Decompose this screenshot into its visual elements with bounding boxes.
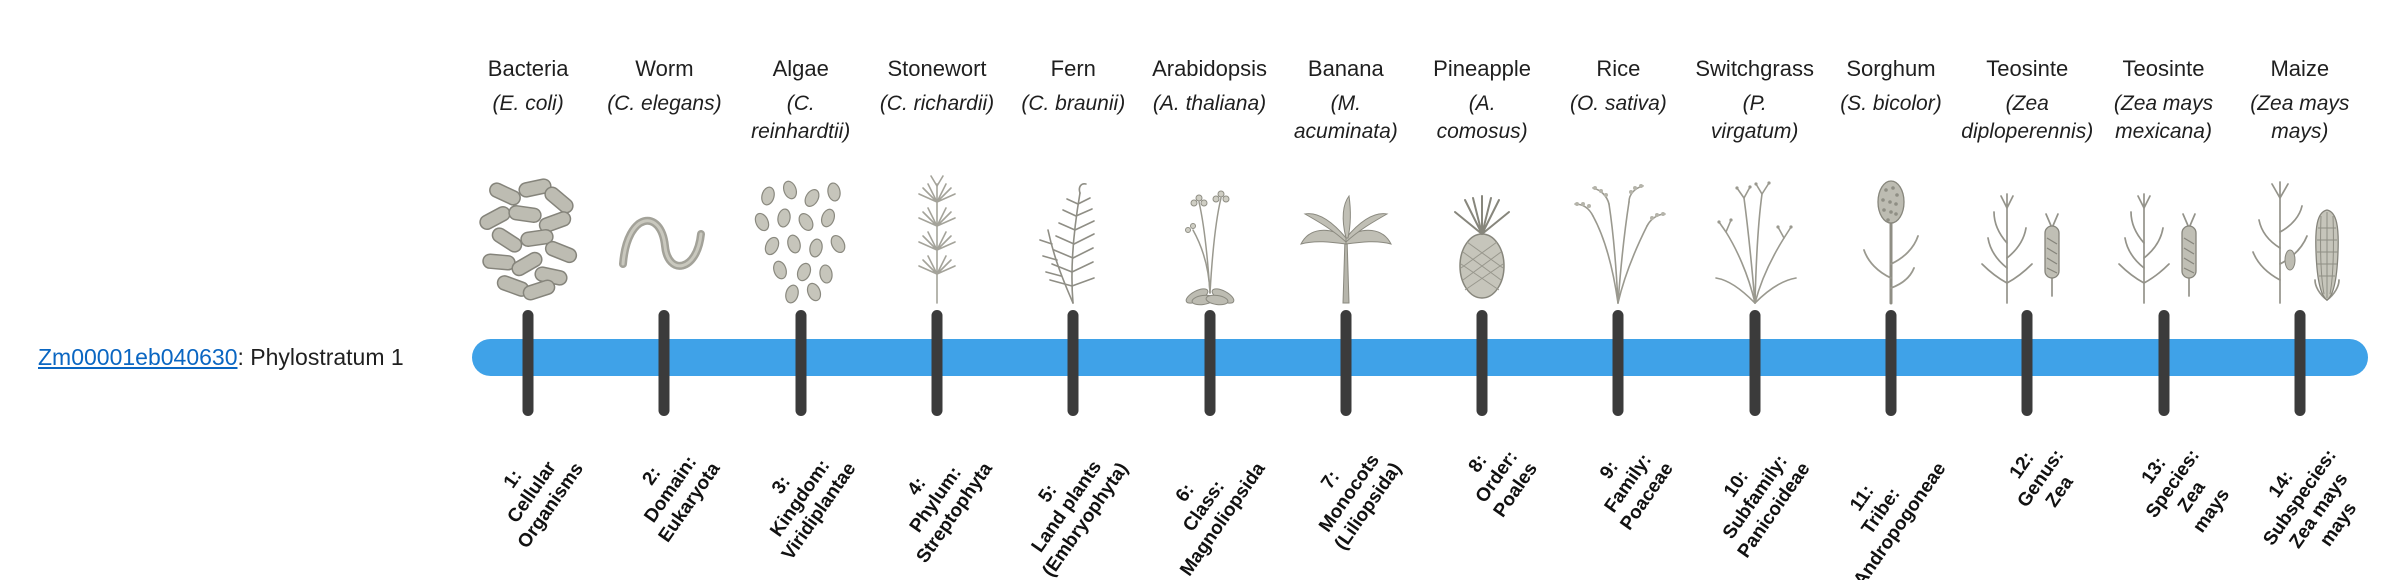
taxon-scientific-name: (Zea mays mexicana)	[2113, 92, 2214, 144]
timeline-tick	[2294, 310, 2306, 416]
phylostratum-stage-label: 14: Subspecies: Zea mays mays	[2259, 445, 2361, 553]
taxon-scientific-name: (Zea diploperennis)	[1961, 92, 2094, 144]
taxon-common-name: Bacteria	[487, 56, 569, 81]
taxon-column: Sorghum (S. bicolor) 11: Tribe: Andropog…	[1823, 0, 1959, 580]
taxon-scientific-name: (E. coli)	[492, 92, 564, 115]
taxon-column: Teosinte (Zea diploperennis) 12: Genus: …	[1959, 0, 2095, 580]
gene-label: Zm00001eb040630: Phylostratum 1	[38, 344, 404, 371]
taxon-column: Maize (Zea mays mays) 14: Subspecies: Ze…	[2232, 0, 2368, 580]
timeline-tick	[658, 310, 670, 416]
timeline-tick	[1067, 310, 1079, 416]
phylostratum-stage-label: 7: Monocots (Liliopsida)	[1314, 450, 1406, 555]
maize-icon	[2245, 168, 2355, 313]
teosinte-icon	[1972, 168, 2082, 313]
phylostratum-stage-label: 11: Tribe: Andropogoneae	[1846, 459, 1951, 580]
phylostratum-stage-label: 10: Subfamily: Panicoideae	[1718, 451, 1815, 563]
timeline-tick	[1476, 310, 1488, 416]
timeline-tick	[795, 310, 807, 416]
taxon-common-name: Teosinte	[2122, 56, 2205, 81]
timeline-tick	[1885, 310, 1897, 416]
timeline-tick	[522, 310, 534, 416]
phylostratum-stage-label: 13: Species: Zea mays	[2138, 445, 2235, 537]
worm-icon	[609, 168, 719, 313]
timeline-columns: Bacteria (E. coli) 1: Cellular Organisms…	[460, 0, 2368, 580]
timeline-tick	[1340, 310, 1352, 416]
phylostratum-stage-label: 2: Domain: Eukaryota	[638, 452, 725, 547]
taxon-column: Stonewort (C. richardii) 4: Phylum: Stre…	[869, 0, 1005, 580]
taxon-column: Worm (C. elegans) 2: Domain: Eukaryota	[596, 0, 732, 580]
taxon-scientific-name: (C. elegans)	[607, 92, 722, 115]
taxon-common-name: Maize	[2270, 56, 2330, 81]
taxon-scientific-name: (A. thaliana)	[1152, 92, 1267, 115]
taxon-scientific-name: (S. bicolor)	[1840, 92, 1942, 115]
taxon-scientific-name: (A. comosus)	[1436, 92, 1528, 144]
phylostratum-text: : Phylostratum 1	[237, 344, 404, 370]
banana-icon	[1291, 168, 1401, 313]
taxon-common-name: Arabidopsis	[1152, 56, 1268, 81]
fern-icon	[1018, 168, 1128, 313]
taxon-common-name: Fern	[1050, 56, 1096, 81]
phylostratum-stage-label: 3: Kingdom: Viridiplantae	[766, 456, 861, 565]
switchgrass-icon	[1700, 168, 1810, 313]
timeline-tick	[1204, 310, 1216, 416]
phylostratum-stage-label: 1: Cellular Organisms	[499, 457, 589, 553]
sorghum-icon	[1836, 168, 1946, 313]
taxon-common-name: Stonewort	[887, 56, 987, 81]
arabidopsis-icon	[1155, 168, 1265, 313]
taxon-common-name: Teosinte	[1986, 56, 2069, 81]
taxon-scientific-name: (Zea mays mays)	[2250, 92, 2350, 144]
gene-link[interactable]: Zm00001eb040630	[38, 344, 238, 370]
taxon-common-name: Worm	[635, 56, 694, 81]
taxon-common-name: Pineapple	[1433, 56, 1532, 81]
taxon-common-name: Switchgrass	[1695, 56, 1814, 81]
bacteria-icon	[473, 168, 583, 313]
phylostratum-bar	[472, 339, 2368, 376]
taxon-scientific-name: (P. virgatum)	[1710, 92, 1799, 144]
taxon-scientific-name: (M. acuminata)	[1293, 92, 1398, 144]
timeline-tick	[2158, 310, 2170, 416]
phylostratum-stage-label: 12: Genus: Zea	[2005, 445, 2078, 512]
taxon-column: Fern (C. braunii) 5: Land plants (Embryo…	[1005, 0, 1141, 580]
timeline-tick	[1612, 310, 1624, 416]
phylostratum-stage-label: 9: Family: Poaceae	[1596, 450, 1679, 535]
taxon-common-name: Banana	[1307, 56, 1384, 81]
teosinte-icon	[2109, 168, 2219, 313]
stonewort-icon	[882, 168, 992, 313]
taxon-common-name: Rice	[1596, 56, 1641, 81]
rice-icon	[1563, 168, 1673, 313]
phylostratum-stage-label: 4: Phylum: Streptophyta	[903, 459, 997, 568]
taxon-column: Banana (M. acuminata) 7: Monocots (Lilio…	[1278, 0, 1414, 580]
phylostratum-stage-label: 5: Land plants (Embryophyta)	[1028, 457, 1134, 580]
taxon-column: Rice (O. sativa) 9: Family: Poaceae	[1550, 0, 1686, 580]
taxon-column: Pineapple (A. comosus) 8: Order: Poales	[1414, 0, 1550, 580]
timeline-tick	[2021, 310, 2033, 416]
taxon-column: Algae (C. reinhardtii) 3: Kingdom: Virid…	[733, 0, 869, 580]
phylostratum-stage-label: 6: Class: Magnoliopsida	[1171, 459, 1270, 580]
algae-icon	[746, 168, 856, 313]
phylostratum-stage-label: 8: Order: Poales	[1464, 447, 1543, 522]
taxon-column: Arabidopsis (A. thaliana) 6: Class: Magn…	[1141, 0, 1277, 580]
taxon-scientific-name: (C. richardii)	[879, 92, 995, 115]
taxon-column: Switchgrass (P. virgatum) 10: Subfamily:…	[1687, 0, 1823, 580]
taxon-scientific-name: (O. sativa)	[1569, 92, 1667, 115]
taxon-column: Teosinte (Zea mays mexicana) 13: Species…	[2095, 0, 2234, 580]
pineapple-icon	[1427, 168, 1537, 313]
taxon-common-name: Algae	[772, 56, 829, 81]
timeline-tick	[1749, 310, 1761, 416]
taxon-common-name: Sorghum	[1846, 56, 1936, 81]
taxon-scientific-name: (C. braunii)	[1021, 92, 1126, 115]
timeline-tick	[931, 310, 943, 416]
taxon-scientific-name: (C. reinhardtii)	[751, 92, 851, 144]
taxon-column: Bacteria (E. coli) 1: Cellular Organisms	[460, 0, 596, 580]
